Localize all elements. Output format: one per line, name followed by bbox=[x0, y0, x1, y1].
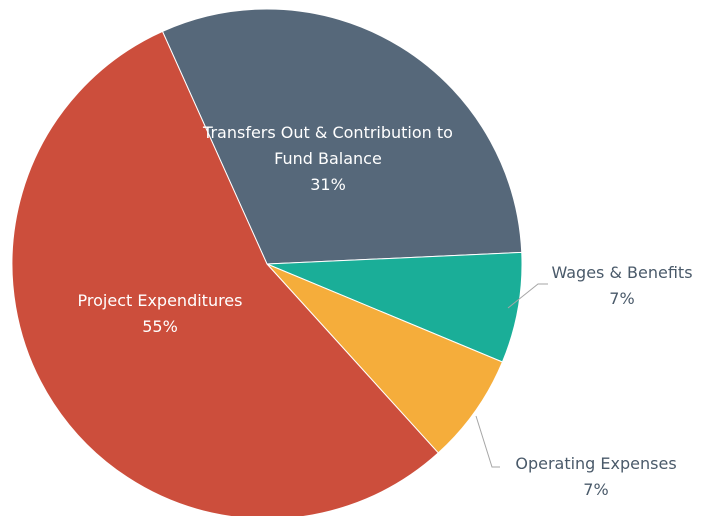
percent-label: 7% bbox=[609, 289, 635, 308]
leader-line bbox=[475, 415, 500, 468]
slice-label: Wages & Benefits 7% bbox=[532, 260, 712, 312]
slice-label: Project Expenditures 55% bbox=[40, 288, 280, 340]
pie-slice bbox=[161, 8, 523, 265]
pie-slice bbox=[266, 263, 504, 454]
category-name: Wages & Benefits bbox=[551, 263, 693, 282]
pie-slice bbox=[266, 251, 523, 363]
pie-slice bbox=[11, 30, 439, 516]
slice-label: Transfers Out & Contribution to Fund Bal… bbox=[183, 120, 473, 198]
category-name: Project Expenditures bbox=[77, 291, 243, 310]
slice-label: Operating Expenses 7% bbox=[496, 451, 696, 503]
percent-label: 7% bbox=[583, 480, 609, 499]
category-name: Operating Expenses bbox=[515, 454, 677, 473]
leader-line bbox=[507, 283, 548, 309]
category-name: Transfers Out & Contribution to Fund Bal… bbox=[203, 123, 453, 168]
percent-label: 55% bbox=[142, 317, 178, 336]
percent-label: 31% bbox=[310, 175, 346, 194]
